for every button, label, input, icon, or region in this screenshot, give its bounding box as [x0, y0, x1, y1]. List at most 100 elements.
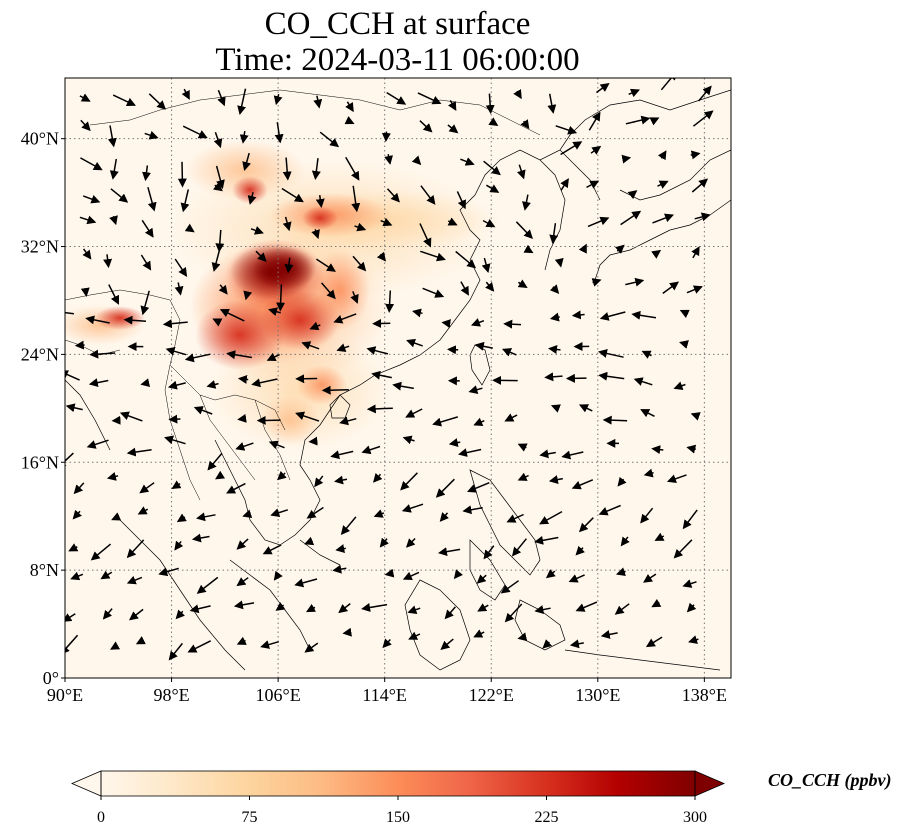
wind-arrow [386, 188, 400, 203]
wind-arrow [174, 282, 184, 296]
wind-arrow [361, 445, 381, 455]
wind-arrow [196, 576, 219, 594]
wind-arrow [274, 122, 284, 144]
wind-arrow [470, 318, 485, 327]
wind-arrow [126, 539, 145, 559]
wind-arrow [65, 452, 74, 469]
wind-arrow [144, 130, 159, 140]
wind-arrow [276, 284, 286, 312]
wind-arrow [139, 482, 155, 494]
wind-arrow [107, 125, 117, 148]
wind-arrow [344, 115, 355, 125]
wind-arrow [88, 378, 109, 388]
wind-arrow [444, 606, 456, 620]
wind-arrow [366, 346, 389, 355]
wind-arrow [350, 291, 359, 304]
wind-arrow [212, 318, 223, 327]
wind-arrow [590, 145, 602, 155]
wind-arrow [561, 450, 584, 460]
wind-arrow [691, 178, 709, 193]
wind-arrow [447, 217, 458, 226]
wind-arrow [506, 513, 524, 523]
wind-arrow [86, 439, 109, 449]
lon-tick-label: 122°E [469, 685, 514, 705]
map-subtitle-time: Time: 2024-03-11 06:00:00 [215, 42, 580, 78]
wind-arrow [440, 638, 454, 650]
wind-arrow [110, 188, 129, 203]
lon-tick-label: 106°E [256, 685, 301, 705]
wind-arrow [352, 255, 367, 272]
wind-arrow [402, 435, 415, 445]
wind-arrow [447, 124, 459, 134]
wind-arrow [545, 569, 556, 579]
map-title: CO_CCH at surface [264, 6, 531, 42]
wind-arrow [460, 281, 469, 296]
wind-arrow [126, 575, 143, 585]
map-frame [64, 77, 732, 679]
wind-arrow [473, 629, 485, 638]
wind-arrow [73, 482, 85, 495]
wind-arrow [140, 378, 151, 388]
wind-arrow [282, 216, 292, 232]
wind-arrow [339, 416, 357, 426]
wind-arrow [141, 219, 154, 238]
wind-arrow [142, 165, 151, 182]
wind-arrow [336, 343, 350, 352]
wind-arrow [549, 312, 560, 322]
wind-arrow [273, 570, 283, 581]
wind-arrow [162, 319, 188, 329]
lon-tick-label: 98°E [153, 685, 189, 705]
wind-arrow [485, 281, 495, 292]
wind-arrow [688, 635, 699, 644]
wind-arrow [441, 319, 451, 329]
wind-arrow [196, 512, 216, 522]
wind-arrow [690, 150, 701, 160]
wind-arrow [448, 438, 461, 448]
wind-arrow [338, 603, 351, 614]
wind-arrow [554, 257, 564, 268]
wind-arrow [453, 569, 464, 580]
wind-arrow [651, 598, 662, 608]
wind-arrow [137, 506, 149, 515]
wind-arrow [236, 538, 249, 550]
wind-arrow [625, 277, 645, 287]
wind-arrow [334, 475, 348, 485]
wind-arrow [515, 221, 533, 239]
wind-arrow [109, 641, 121, 650]
wind-arrow [315, 194, 325, 208]
wind-arrow [313, 95, 323, 109]
wind-arrow [485, 93, 495, 115]
wind-arrow [481, 257, 491, 274]
wind-arrow [620, 210, 642, 226]
wind-arrow [392, 381, 414, 391]
wind-arrow [435, 478, 455, 498]
wind-arrow [90, 543, 112, 561]
wind-arrow [282, 157, 292, 181]
wind-arrow [550, 404, 561, 413]
wind-arrow [72, 509, 82, 520]
wind-arrow [311, 229, 320, 240]
wind-arrow [79, 93, 91, 102]
wind-arrow [80, 119, 91, 132]
wind-arrow [103, 254, 113, 269]
wind-arrow [171, 480, 182, 489]
wind-arrow [175, 609, 185, 620]
wind-arrow [455, 250, 477, 269]
wind-arrow [502, 348, 517, 357]
wind-arrow [215, 229, 225, 253]
wind-arrow [517, 443, 528, 452]
wind-arrow [686, 444, 697, 454]
wind-arrow [109, 215, 118, 226]
wind-arrow [621, 154, 632, 164]
wind-arrow [354, 222, 367, 232]
wind-arrow [694, 212, 711, 222]
wind-arrow [614, 603, 630, 615]
wind-arrow [100, 570, 113, 580]
wind-arrow [168, 642, 183, 661]
wind-arrow [85, 315, 110, 325]
wind-arrow [673, 539, 693, 559]
wind-arrow [544, 372, 563, 382]
wind-arrow [273, 94, 283, 106]
wind-arrow [548, 475, 563, 484]
wind-arrow [587, 216, 610, 228]
